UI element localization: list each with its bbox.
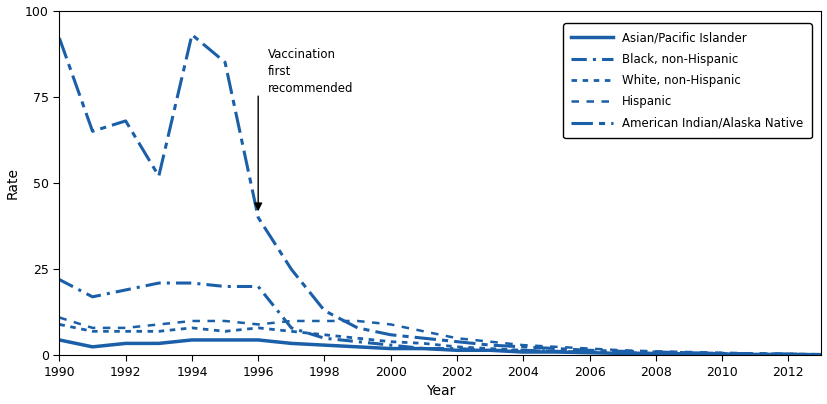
Legend: Asian/Pacific Islander, Black, non-Hispanic, White, non-Hispanic, Hispanic, Amer: Asian/Pacific Islander, Black, non-Hispa…: [563, 23, 812, 138]
X-axis label: Year: Year: [426, 385, 455, 398]
Y-axis label: Rate: Rate: [6, 167, 20, 199]
Text: Vaccination
first
recommended: Vaccination first recommended: [268, 48, 354, 95]
